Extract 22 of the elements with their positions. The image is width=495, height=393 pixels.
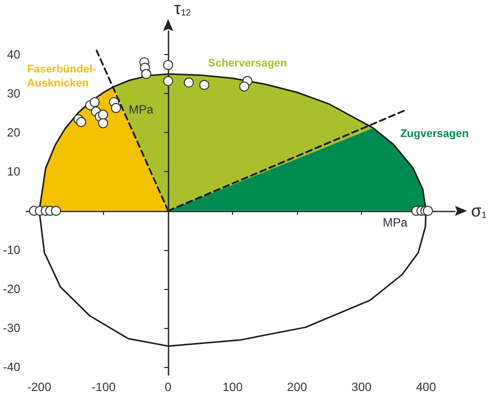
x-axis-title: σ1: [471, 201, 487, 220]
x-tick-label: 0: [164, 380, 172, 393]
x-tick-label: 300: [352, 380, 372, 393]
y-axis-title: τ12: [174, 0, 191, 18]
x-tick-label: 400: [416, 380, 436, 393]
y-tick-label: 40: [6, 47, 21, 62]
series-label: Scherversagen: [208, 57, 288, 70]
x-tick-label: -100: [92, 380, 116, 393]
y-tick-label: -30: [3, 321, 21, 336]
y-tick-label: -40: [3, 360, 21, 374]
y-tick-label: 10: [6, 164, 21, 179]
y-tick-label: -10: [3, 242, 21, 257]
series-label: Faserbündel-Ausknicken: [26, 63, 96, 90]
annotation: MPa: [128, 102, 154, 116]
series-label: Zugversagen: [400, 128, 469, 140]
y-tick-label: 20: [6, 126, 21, 140]
y-tick-label: -20: [3, 282, 21, 296]
annotation: MPa: [382, 216, 408, 230]
y-tick-label: 30: [6, 86, 21, 101]
x-tick-label: -200: [27, 380, 52, 393]
x-tick-label: 100: [222, 380, 243, 393]
x-tick-label: 200: [287, 380, 308, 393]
